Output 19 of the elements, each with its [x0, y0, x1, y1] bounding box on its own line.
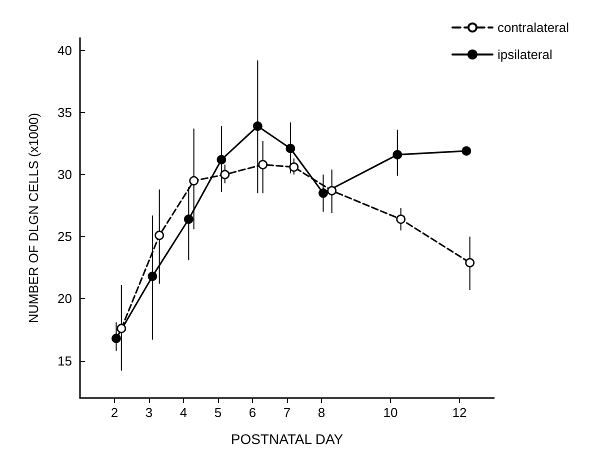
- x-tick-label: 4: [180, 405, 188, 420]
- x-tick-label: 8: [318, 405, 326, 420]
- legend-label: ipsilateral: [497, 47, 552, 62]
- y-tick-label: 35: [58, 104, 72, 120]
- x-tick-label: 5: [214, 405, 222, 420]
- x-tick-label: 6: [248, 405, 256, 420]
- y-axis-title: NUMBER OF DLGN CELLS (x1000): [26, 112, 41, 324]
- y-tick-label: 20: [58, 291, 72, 306]
- x-tick-label: 10: [383, 405, 398, 420]
- y-tick-label: 25: [58, 229, 72, 244]
- y-tick-label: 15: [58, 353, 72, 368]
- x-axis-title: POSTNATAL DAY: [230, 431, 344, 447]
- x-tick-label: 3: [145, 405, 153, 420]
- x-tick-label: 2: [110, 405, 118, 420]
- legend-label: contralateral: [497, 20, 570, 35]
- y-tick-label: 30: [58, 167, 72, 182]
- x-tick-label: 12: [452, 405, 467, 420]
- y-tick-label: 40: [58, 42, 72, 58]
- x-tick-label: 7: [283, 405, 291, 420]
